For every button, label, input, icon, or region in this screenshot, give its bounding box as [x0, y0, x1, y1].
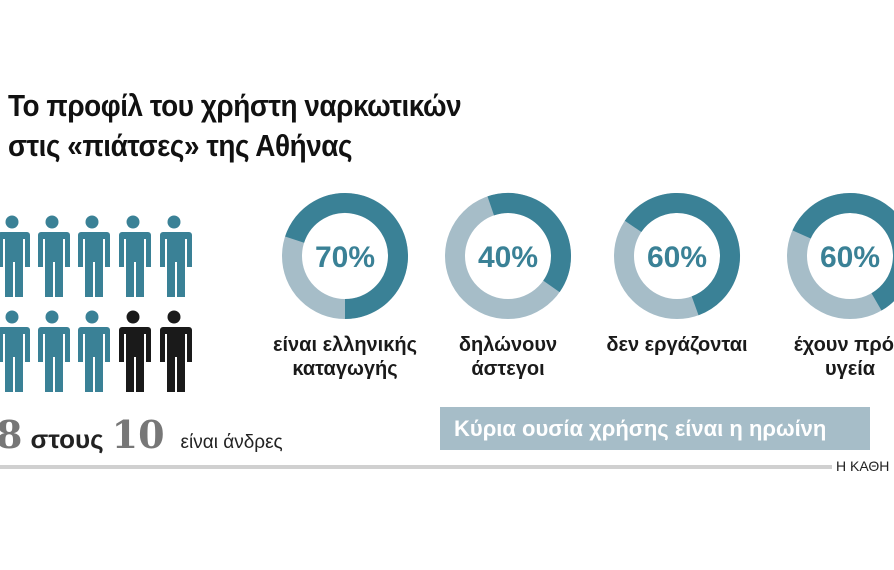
stat-denominator: 10 — [111, 412, 165, 457]
person-icon — [37, 215, 70, 297]
title-line-2: στις «πιάτσες» της Αθήνας — [8, 128, 353, 163]
men-stat: 8 στους 10 είναι άνδρες — [0, 412, 283, 457]
person-icon — [0, 215, 30, 297]
stat-rest: είναι άνδρες — [180, 432, 283, 453]
donut-value-label: 60% — [820, 241, 880, 274]
donut-value-arc — [487, 193, 571, 293]
title-line-1: Το προφίλ του χρήστη ναρκωτικών — [8, 88, 462, 123]
person-icon — [159, 310, 192, 392]
person-icon — [0, 310, 30, 392]
donut-value-arc — [285, 193, 408, 319]
person-icon — [159, 215, 192, 297]
donut-value-label: 40% — [478, 241, 538, 274]
person-icon — [37, 310, 70, 392]
stat-numerator: 8 — [0, 412, 23, 457]
person-icon — [77, 310, 110, 392]
donut-caption: είναι ελληνικής καταγωγής — [273, 334, 417, 380]
person-icon — [118, 310, 151, 392]
donut-caption: έχουν πρόβ υγεία — [793, 334, 894, 380]
stat-mid: στους — [30, 424, 104, 454]
donut-value-arc — [792, 193, 894, 311]
divider — [0, 465, 832, 469]
person-icon — [77, 215, 110, 297]
heroin-banner: Κύρια ουσία χρήσης είναι η ηρωίνη — [440, 407, 870, 450]
donut-caption: δηλώνουν άστεγοι — [458, 334, 558, 380]
donut-caption: δεν εργάζονται — [606, 334, 748, 356]
donut-value-label: 60% — [647, 241, 707, 274]
men-pictograph — [0, 215, 192, 392]
person-icon — [118, 215, 151, 297]
credit-logo: Η ΚΑΘΗ — [836, 458, 890, 474]
donut-value-arc — [624, 193, 740, 316]
donut-charts: 70% 40% 60% 60% — [282, 193, 894, 319]
donut-value-label: 70% — [315, 241, 375, 274]
